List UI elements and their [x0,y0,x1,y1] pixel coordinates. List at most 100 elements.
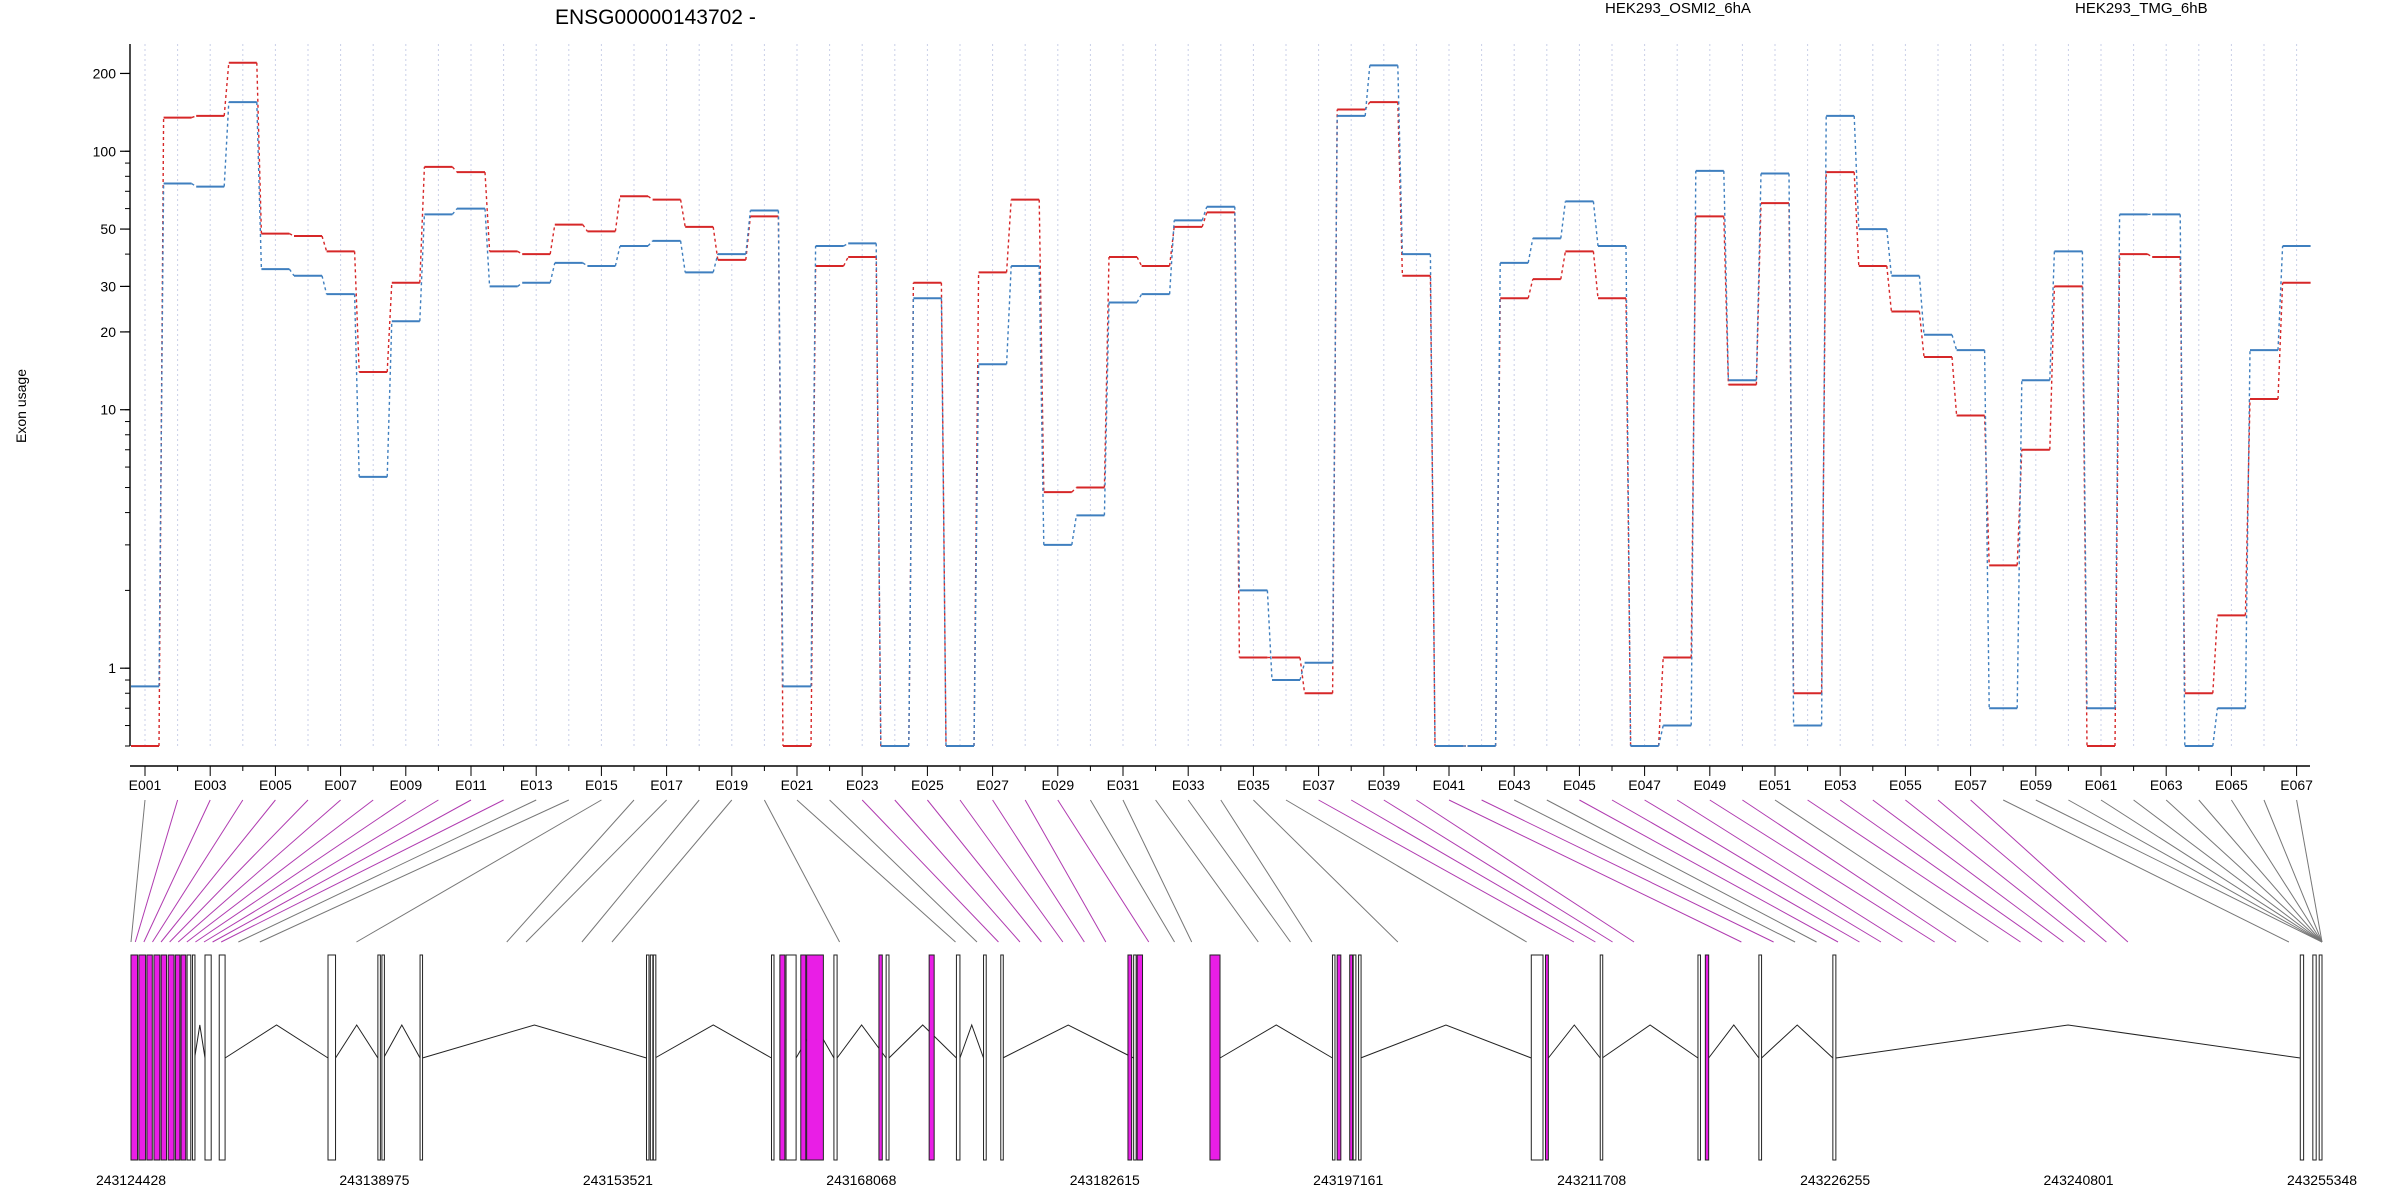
genome-position-label: 243211708 [1557,1172,1626,1188]
series-2-connector [1397,65,1404,255]
exon-box-highlighted [928,954,935,1161]
exon-connector [212,799,472,943]
series-2-connector [1951,334,1958,351]
exon-connector [1220,799,1313,943]
exon-connector [1285,799,1527,943]
series-2-connector [1983,350,1990,709]
x-tick-label: E059 [2019,777,2052,793]
series-1-connector [1657,657,1664,747]
exon-connector [525,799,667,943]
x-tick-label: E027 [976,777,1009,793]
x-tick-label: E025 [911,777,944,793]
series-2-connector [1494,262,1501,747]
intron-line [1601,1024,1699,1059]
exon-box [1133,954,1137,1161]
x-tick-label: E013 [520,777,553,793]
exon-connector [1546,799,1817,943]
y-tick-label: 30 [100,278,116,294]
exon-box [649,954,654,1161]
exon-connector [195,799,407,943]
intron-line [654,1024,772,1059]
series-1-connector [191,115,197,119]
genome-position-label: 243240801 [2044,1172,2114,1188]
series-1-connector [2016,449,2023,566]
x-tick-label: E009 [389,777,422,793]
exon-connector [1122,799,1193,943]
series-2-connector [1331,115,1338,663]
series-2-connector [647,240,654,247]
series-2-connector [2212,708,2219,747]
series-2-connector [1723,170,1730,381]
exon-connector [1350,799,1596,943]
series-1-connector [484,172,491,252]
exon-connector [238,799,537,943]
exon-box-highlighted [174,954,181,1161]
series-1-connector [1397,102,1404,276]
exon-connector [1709,799,1935,943]
intron-line [194,1024,206,1059]
series-2-connector [777,210,784,687]
series-2-connector [353,294,360,477]
exon-connector [1253,799,1399,943]
exon-connector [2165,799,2323,943]
exon-box-highlighted [138,954,147,1161]
exon-box-highlighted [878,954,883,1161]
exon-connector [1155,799,1259,943]
chart-title: ENSG00000143702 - [555,6,756,29]
legend-entry-osmi2: HEK293_OSMI2_6hA [1605,0,1751,17]
exon-box [1352,954,1357,1161]
series-1-connector [1071,487,1077,493]
series-1-connector [353,251,360,372]
exon-connector [186,799,374,943]
exon-connector [259,799,570,943]
x-tick-label: E005 [259,777,292,793]
x-tick-label: E031 [1107,777,1140,793]
exon-connector [169,799,309,943]
series-2-connector [1788,173,1795,726]
genome-position-label: 243153521 [583,1172,653,1188]
series-2-connector [2016,380,2023,709]
exon-box-highlighted [1136,954,1144,1161]
exon-connector [1905,799,2086,943]
x-tick-label: E011 [455,777,487,793]
x-tick-label: E053 [1824,777,1857,793]
series-2-connector [679,240,686,273]
intron-line [335,1024,379,1059]
exon-box-highlighted [153,954,161,1161]
series-2-connector [614,245,621,267]
exon-connector [611,799,733,943]
exon-box [1530,954,1544,1161]
exon-box [381,954,385,1161]
y-tick-label: 1 [108,660,116,676]
series-2-connector [1625,245,1632,747]
series-2-connector [256,102,263,270]
series-1-connector [908,282,915,747]
exon-connector [134,799,179,943]
series-2-connector [517,282,523,287]
exon-connector [160,799,276,943]
series-1-connector [451,166,458,173]
series-1-connector [1299,657,1306,694]
exon-connector [1937,799,2107,943]
x-tick-label: E035 [1237,777,1270,793]
y-tick-label: 10 [100,402,116,418]
exon-connector [1774,799,1989,943]
exon-connector [1970,799,2129,943]
x-tick-label: E039 [1367,777,1400,793]
intron-line [224,1024,329,1059]
series-2-connector [288,268,295,277]
exon-box [1697,954,1701,1161]
series-1-connector [940,282,947,747]
series-2-connector [451,208,458,215]
x-tick-label: E003 [194,777,227,793]
exon-box [191,954,196,1161]
x-tick-label: E037 [1302,777,1335,793]
exon-connector [2068,799,2323,943]
series-2-connector [843,242,849,247]
series-1-connector [1886,265,1893,312]
series-2-connector [1527,238,1534,263]
exon-box [377,954,381,1161]
exon-connector [1807,799,2021,943]
exon-connector [1644,799,1882,943]
